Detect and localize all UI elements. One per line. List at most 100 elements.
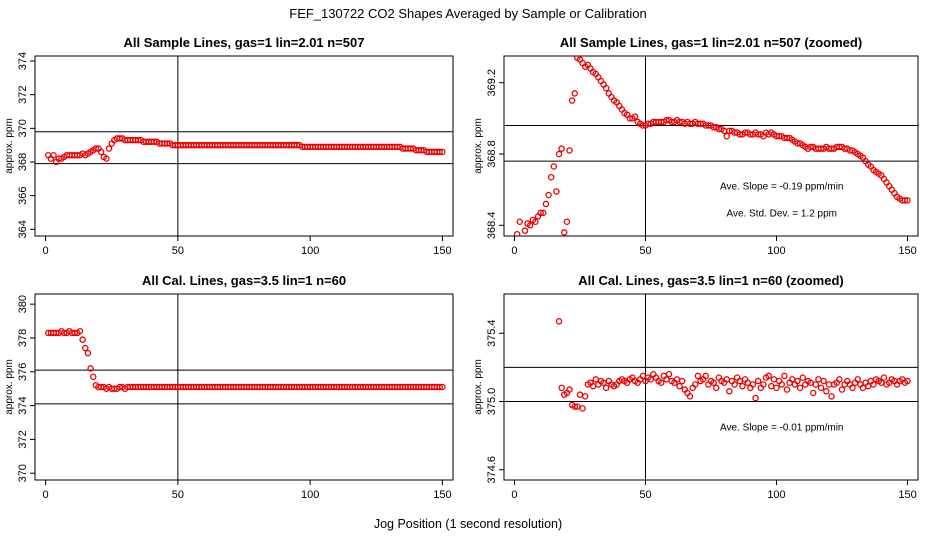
data-point xyxy=(576,391,584,398)
y-tick-label: 374.6 xyxy=(486,456,498,484)
data-point xyxy=(532,218,539,225)
data-point xyxy=(904,197,911,204)
data-point xyxy=(778,381,785,388)
data-point xyxy=(84,349,92,357)
data-point xyxy=(97,148,105,156)
y-tick-label: 372 xyxy=(17,86,29,104)
data-point xyxy=(566,147,573,154)
data-point xyxy=(686,393,694,400)
data-point xyxy=(812,381,820,388)
y-tick-label: 376 xyxy=(17,363,29,381)
x-tick-label: 150 xyxy=(433,245,451,257)
plot-frame xyxy=(503,293,919,481)
panel-title: All Cal. Lines, gas=3.5 lin=1 n=60 xyxy=(142,273,346,288)
data-point xyxy=(880,374,888,381)
data-point xyxy=(794,377,801,385)
data-point xyxy=(665,370,673,378)
data-point xyxy=(592,376,599,383)
x-tick-label: 0 xyxy=(511,489,517,501)
data-point xyxy=(849,384,856,392)
data-point xyxy=(571,403,578,410)
data-point xyxy=(520,241,525,246)
data-point xyxy=(439,383,446,391)
data-point xyxy=(657,379,665,386)
y-tick-label: 368 xyxy=(17,153,29,171)
data-point xyxy=(752,394,759,402)
plot-frame xyxy=(34,55,454,237)
data-point xyxy=(768,382,775,390)
data-point xyxy=(765,372,772,380)
data-point xyxy=(555,318,563,325)
y-tick-label: 370 xyxy=(17,119,29,137)
y-axis-label: approx. ppm xyxy=(4,359,15,415)
data-point xyxy=(712,384,720,392)
data-point xyxy=(754,377,762,385)
y-tick-label: 368.4 xyxy=(486,212,498,240)
y-axis-label: approx. ppm xyxy=(473,118,484,174)
y-tick-label: 364 xyxy=(17,220,29,238)
data-points xyxy=(555,318,911,412)
data-point xyxy=(739,382,746,390)
data-point xyxy=(439,148,446,156)
x-tick-label: 50 xyxy=(172,489,184,501)
data-point xyxy=(103,155,110,162)
data-points xyxy=(44,135,446,166)
data-point xyxy=(79,336,86,343)
annotation: Ave. Slope = -0.19 ppm/min xyxy=(720,182,844,193)
figure-title: FEF_130722 CO2 Shapes Averaged by Sample… xyxy=(289,6,646,21)
y-tick-label: 375.4 xyxy=(486,319,498,347)
data-point xyxy=(749,381,757,388)
data-point xyxy=(436,148,444,156)
x-tick-label: 0 xyxy=(43,489,49,501)
x-tick-label: 100 xyxy=(301,245,319,257)
data-point xyxy=(516,218,523,225)
panel-sample-lines: All Sample Lines, gas=1 lin=2.01 n=507 0 5… xyxy=(4,35,454,257)
data-point xyxy=(537,209,544,217)
data-point xyxy=(602,84,610,92)
y-tick-label: 369.2 xyxy=(486,69,498,97)
panel-title: All Sample Lines, gas=1 lin=2.01 n=507 xyxy=(124,35,365,50)
data-point xyxy=(828,393,835,400)
data-point xyxy=(799,374,806,381)
x-tick-label: 0 xyxy=(43,245,49,257)
data-point xyxy=(558,145,565,152)
y-axis-label: approx. ppm xyxy=(473,359,484,415)
data-point xyxy=(561,229,568,236)
data-point xyxy=(726,388,733,395)
x-tick-label: 50 xyxy=(639,489,651,501)
data-point xyxy=(783,386,791,393)
data-point xyxy=(773,384,780,392)
data-point xyxy=(89,373,97,381)
data-point xyxy=(815,376,822,383)
x-tick-label: 150 xyxy=(898,489,916,501)
annotation: Ave. Std. Dev. = 1.2 ppm xyxy=(726,208,837,219)
data-point xyxy=(436,383,444,391)
data-point xyxy=(542,200,550,208)
data-point xyxy=(550,163,558,170)
x-tick-label: 150 xyxy=(433,489,451,501)
data-point xyxy=(521,227,529,234)
data-point xyxy=(694,372,702,380)
data-point xyxy=(760,381,767,388)
data-point xyxy=(50,152,57,159)
data-point xyxy=(817,384,825,392)
panel-cal-lines-zoomed: All Cal. Lines, gas=3.5 lin=1 n=60 (zoom… xyxy=(473,273,919,501)
data-point xyxy=(820,377,827,385)
data-point xyxy=(87,365,94,372)
data-point xyxy=(558,384,565,392)
data-point xyxy=(553,188,560,195)
data-point xyxy=(579,405,586,412)
data-point xyxy=(547,173,555,181)
data-point xyxy=(513,230,521,236)
y-tick-label: 374 xyxy=(17,396,29,414)
data-point xyxy=(563,218,571,225)
data-point xyxy=(781,372,788,380)
x-tick-label: 150 xyxy=(898,245,916,257)
data-point xyxy=(723,132,730,140)
y-tick-label: 370 xyxy=(17,464,29,482)
data-point xyxy=(870,381,877,388)
x-tick-label: 0 xyxy=(511,245,517,257)
data-point xyxy=(105,145,113,152)
plot-frame xyxy=(503,55,919,237)
panel-title: All Cal. Lines, gas=3.5 lin=1 n=60 (zoom… xyxy=(578,273,844,288)
